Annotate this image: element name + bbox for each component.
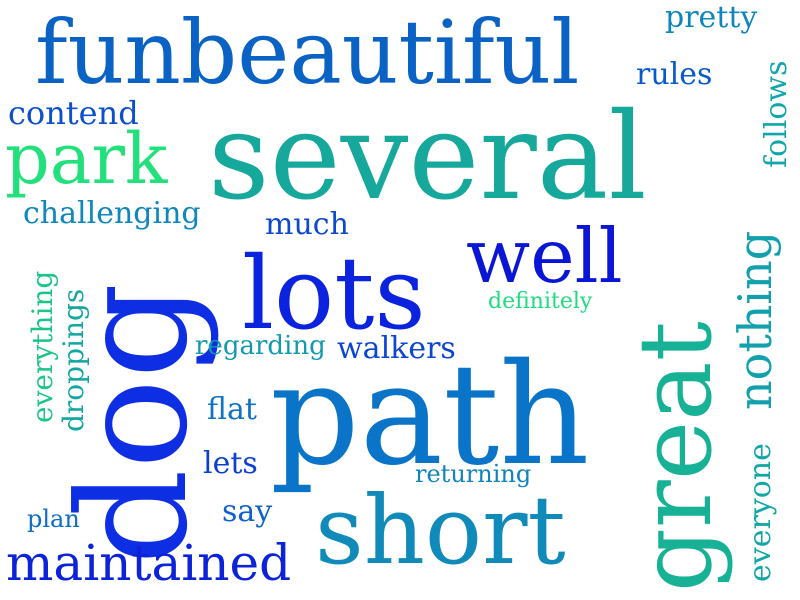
- word-follows: follows: [759, 61, 794, 169]
- word-lots: lots: [242, 235, 426, 352]
- word-pretty: pretty: [665, 0, 757, 35]
- word-droppings: droppings: [57, 289, 90, 432]
- word-maintained: maintained: [6, 534, 291, 592]
- word-lets: lets: [203, 446, 258, 481]
- word-park: park: [5, 118, 168, 200]
- word-path: path: [270, 334, 590, 497]
- word-several: several: [208, 88, 647, 227]
- word-definitely: definitely: [488, 289, 593, 314]
- word-rules: rules: [636, 57, 712, 92]
- word-walkers: walkers: [337, 331, 456, 366]
- word-everyone: everyone: [743, 443, 778, 582]
- word-nothing: nothing: [728, 231, 782, 410]
- word-everything: everything: [26, 271, 59, 423]
- word-challenging: challenging: [23, 196, 201, 231]
- word-regarding: regarding: [195, 331, 326, 361]
- word-much: much: [265, 207, 349, 242]
- word-funbeautiful: funbeautiful: [35, 1, 579, 104]
- word-returning: returning: [415, 460, 531, 488]
- word-short: short: [315, 476, 566, 586]
- word-say: say: [222, 494, 272, 529]
- word-plan: plan: [27, 505, 80, 533]
- word-well: well: [466, 212, 623, 300]
- word-contend: contend: [8, 94, 139, 132]
- word-flat: flat: [207, 392, 257, 427]
- word-dog: dog: [47, 283, 221, 565]
- word-great: great: [617, 321, 734, 592]
